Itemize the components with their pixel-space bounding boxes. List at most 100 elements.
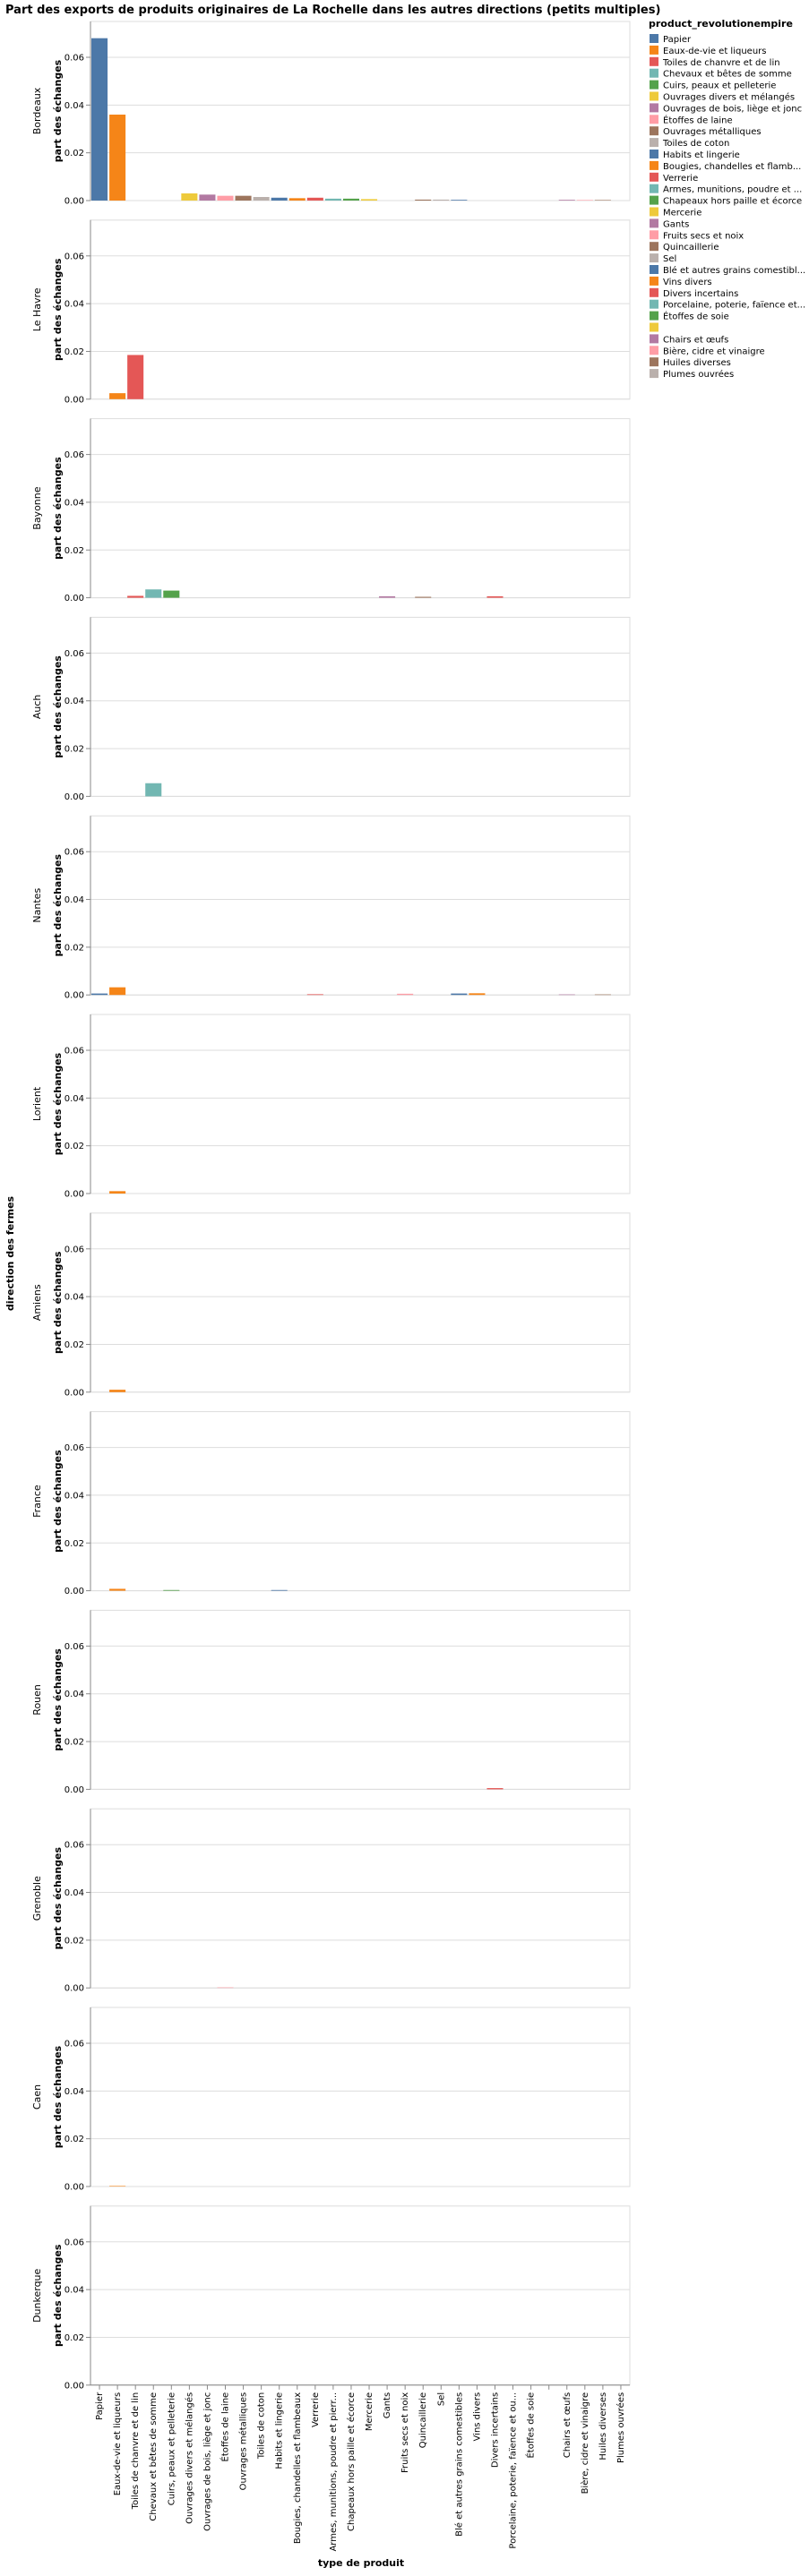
y-tick-label: 0.06 xyxy=(65,649,84,659)
legend-label: Toiles de chanvre et de lin xyxy=(662,58,780,68)
legend-swatch xyxy=(650,253,658,263)
x-tick-label: Chevaux et bêtes de somme xyxy=(148,2392,159,2521)
bar xyxy=(109,2186,126,2187)
facet-frame xyxy=(90,418,631,599)
facet-frame xyxy=(90,1014,631,1194)
y-tick-label: 0.04 xyxy=(65,1293,84,1303)
bar xyxy=(288,198,306,201)
legend-label: Divers incertains xyxy=(663,289,738,299)
legend-swatch xyxy=(650,34,658,43)
legend-swatch xyxy=(650,311,658,321)
bar xyxy=(109,1588,126,1591)
facet-frame xyxy=(90,219,631,400)
bar xyxy=(127,595,144,598)
legend-swatch xyxy=(650,184,658,193)
legend-swatch xyxy=(650,56,658,66)
facet-label: Grenoble xyxy=(31,1876,43,1921)
y-axis-title: part des échanges xyxy=(52,1450,64,1553)
bar xyxy=(415,199,432,201)
legend-label: Gants xyxy=(663,219,689,229)
x-tick-label: Porcelaine, poterie, faïence et ou... xyxy=(509,2392,519,2549)
legend-swatch xyxy=(650,322,658,332)
facet-label: France xyxy=(31,1485,43,1518)
y-tick-label: 0.00 xyxy=(65,2381,84,2391)
y-tick-label: 0.02 xyxy=(65,745,84,755)
bar xyxy=(433,199,450,201)
bar xyxy=(379,596,396,598)
legend-label: Blé et autres grains comestibl... xyxy=(663,265,805,276)
bar xyxy=(306,994,323,996)
legend-swatch xyxy=(650,230,658,240)
x-tick-label: Toiles de coton xyxy=(257,2392,267,2460)
legend-label: Ouvrages de bois, liège et jonc xyxy=(663,103,802,114)
facet-label: Bayonne xyxy=(31,486,43,529)
facet-label: Le Havre xyxy=(31,287,43,331)
bar xyxy=(594,200,611,201)
bar xyxy=(217,1987,234,1989)
bar xyxy=(397,993,414,996)
y-tick-label: 0.02 xyxy=(65,1936,84,1946)
facet-frame xyxy=(90,21,631,201)
y-tick-label: 0.00 xyxy=(65,1785,84,1795)
x-tick-label: Eaux-de-vie et liqueurs xyxy=(113,2392,123,2495)
legend-swatch xyxy=(650,91,658,101)
bar xyxy=(127,355,144,399)
legend-label: Mercerie xyxy=(663,209,701,218)
y-tick-label: 0.00 xyxy=(65,1388,84,1398)
y-tick-label: 0.06 xyxy=(65,54,84,64)
legend-label: Papier xyxy=(663,35,692,45)
facet-frame xyxy=(90,2007,631,2187)
y-tick-label: 0.00 xyxy=(65,2183,84,2193)
y-tick-label: 0.04 xyxy=(65,1094,84,1104)
legend-label: Quincaillerie xyxy=(663,243,719,252)
chart-title: Part des exports de produits originaires… xyxy=(5,4,660,17)
y-tick-label: 0.00 xyxy=(65,197,84,207)
x-tick-label: Chairs et œufs xyxy=(563,2392,572,2458)
y-axis-title: part des échanges xyxy=(52,457,64,560)
legend-swatch xyxy=(650,207,658,217)
y-tick-label: 0.06 xyxy=(65,1245,84,1254)
bar xyxy=(594,994,611,996)
bar xyxy=(91,38,108,201)
legend-swatch xyxy=(650,45,658,55)
y-tick-label: 0.04 xyxy=(65,2087,84,2097)
x-tick-label: Plumes ouvrées xyxy=(615,2392,626,2463)
y-tick-label: 0.02 xyxy=(65,347,84,357)
y-tick-label: 0.06 xyxy=(65,848,84,858)
bar xyxy=(145,783,162,797)
y-tick-label: 0.02 xyxy=(65,546,84,556)
y-tick-label: 0.00 xyxy=(65,1190,84,1200)
y-axis-title: part des échanges xyxy=(52,1648,64,1751)
x-tick-label: Sel xyxy=(436,2392,446,2406)
y-tick-label: 0.04 xyxy=(65,101,84,111)
x-axis-title: type de produit xyxy=(318,2557,404,2569)
y-axis-title: part des échanges xyxy=(52,854,64,957)
legend-swatch xyxy=(650,150,658,158)
y-tick-label: 0.06 xyxy=(65,1841,84,1851)
facet-frame xyxy=(90,1212,631,1393)
y-tick-label: 0.02 xyxy=(65,1340,84,1350)
bar xyxy=(163,590,180,598)
legend-swatch xyxy=(650,103,658,113)
facet-label: Nantes xyxy=(31,888,43,923)
x-tick-label: Ouvrages de bois, liège et jonc xyxy=(202,2392,212,2531)
legend-swatch xyxy=(650,242,658,252)
bar xyxy=(199,194,216,201)
facet-label: Amiens xyxy=(31,1284,43,1321)
facet-frame xyxy=(90,616,631,797)
row-axis-title: direction des fermes xyxy=(4,1195,16,1311)
legend-label: Fruits secs et noix xyxy=(663,231,744,241)
y-tick-label: 0.02 xyxy=(65,149,84,158)
x-tick-label: Étoffes de soie xyxy=(525,2392,537,2459)
legend-swatch xyxy=(650,357,658,367)
legend-label: Ouvrages métalliques xyxy=(663,126,762,137)
bar xyxy=(253,197,270,201)
